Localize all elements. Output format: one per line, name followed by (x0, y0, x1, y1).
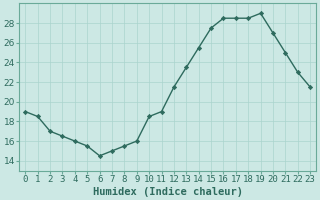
X-axis label: Humidex (Indice chaleur): Humidex (Indice chaleur) (93, 186, 243, 197)
